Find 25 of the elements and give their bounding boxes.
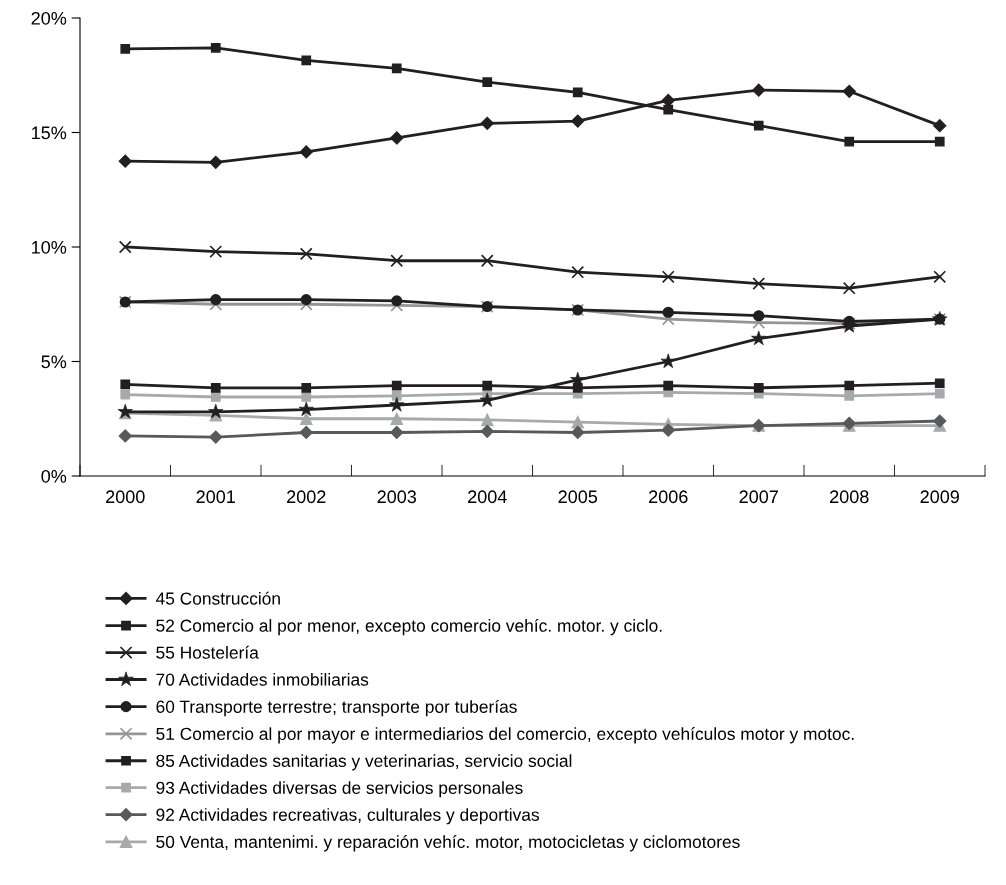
- x-tick-label: 2008: [830, 490, 869, 504]
- legend-label: 45 Construcción: [155, 591, 280, 605]
- legend-label: 93 Actividades diversas de servicios personales: [156, 781, 523, 798]
- x-tick-label: 2006: [649, 490, 688, 504]
- legend-label: 55 Hostelería: [156, 645, 259, 659]
- y-tick-label: 5%: [41, 355, 67, 369]
- x-tick-label: 2001: [196, 490, 235, 504]
- x-tick-label: 2009: [920, 490, 959, 504]
- legend-label: 50 Venta, mantenimi. y reparación vehíc. motor, motocicletas y ciclomotores: [156, 835, 740, 852]
- y-tick-label: 15%: [32, 126, 67, 140]
- x-tick-label: 2000: [106, 490, 145, 504]
- x-tick-label: 2007: [739, 490, 778, 504]
- legend-label: 51 Comercio al por mayor e intermediarios del comercio, excepto vehículos motor y motoc.: [156, 727, 854, 744]
- legend-label: 92 Actividades recreativas, culturales y deportivas: [156, 808, 539, 825]
- x-tick-label: 2002: [287, 490, 326, 504]
- legend-label: 52 Comercio al por menor, excepto comercio vehíc. motor. y ciclo.: [156, 618, 662, 636]
- y-tick-label: 0%: [41, 469, 67, 483]
- legend-label: 60 Transporte terrestre; transporte por tuberías: [156, 699, 517, 717]
- y-tick-label: 20%: [31, 11, 67, 25]
- legend-label: 85 Actividades sanitarias y veterinarias, servicio social: [156, 754, 572, 771]
- legend-label: 70 Actividades inmobiliarias: [156, 672, 369, 686]
- x-tick-label: 2004: [468, 490, 507, 504]
- y-tick-label: 10%: [32, 240, 67, 254]
- x-tick-label: 2005: [558, 490, 598, 504]
- x-tick-label: 2003: [377, 490, 417, 504]
